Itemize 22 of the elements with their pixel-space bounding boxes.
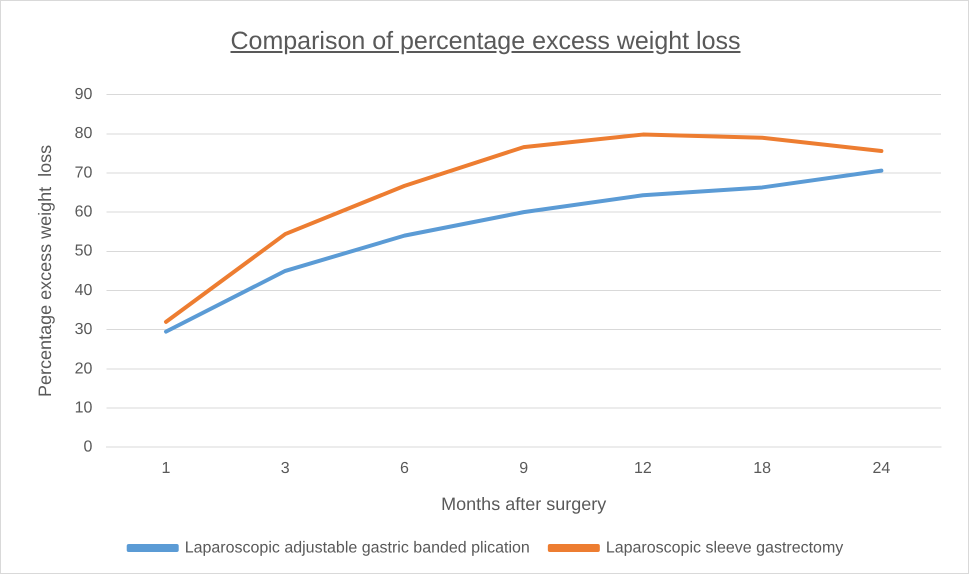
x-tick-label: 3 — [280, 460, 290, 478]
y-tick-label: 30 — [74, 321, 92, 338]
y-tick-label: 90 — [74, 86, 92, 104]
x-tick-label: 24 — [872, 460, 890, 478]
legend-label: Laparoscopic adjustable gastric banded plication — [184, 539, 530, 556]
legend-label: Laparoscopic sleeve gastrectomy — [606, 539, 844, 556]
x-axis-title: Months after surgery — [441, 494, 606, 514]
x-tick-label: 6 — [400, 460, 410, 478]
x-tick-label: 12 — [634, 460, 652, 478]
x-tick-label: 1 — [162, 460, 171, 478]
x-tick-label: 18 — [753, 460, 772, 478]
y-axis-title: Percentage excess weight loss — [34, 144, 55, 397]
chart-title: Comparison of percentage excess weight loss — [230, 27, 742, 56]
y-tick-label: 10 — [74, 399, 92, 416]
x-tick-label: 9 — [519, 460, 528, 478]
y-tick-label: 70 — [74, 164, 92, 182]
y-tick-label: 60 — [74, 204, 92, 221]
y-tick-label: 50 — [74, 242, 92, 260]
y-tick-label: 0 — [83, 438, 92, 456]
y-tick-label: 20 — [74, 360, 92, 378]
y-tick-label: 40 — [74, 282, 92, 299]
y-tick-label: 80 — [74, 125, 92, 142]
